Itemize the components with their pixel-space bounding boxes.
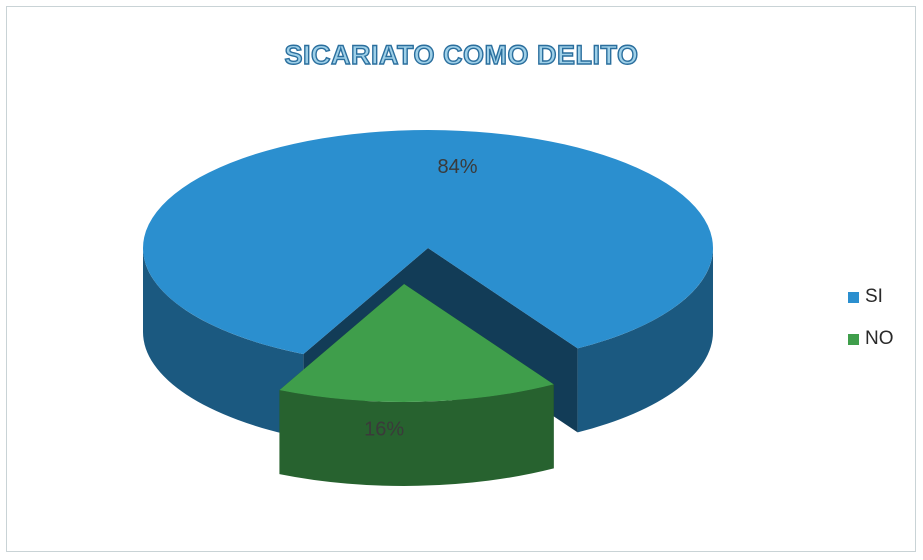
pie-slice-no-top: [279, 283, 554, 402]
data-label-si: 84%: [437, 156, 477, 178]
legend-swatch-si: [848, 291, 859, 303]
pie-slice-si: [143, 129, 714, 439]
legend-label-si: SI: [865, 286, 883, 307]
pie-slices: [279, 283, 554, 486]
legend-swatch-no: [848, 333, 859, 345]
pie-slice-si-side-0: [143, 248, 304, 439]
legend-label-no: NO: [865, 328, 894, 349]
legend: SI NO: [848, 284, 894, 368]
data-label-no: 16%: [364, 418, 404, 440]
pie-slice-si-top: [143, 129, 714, 355]
pie-slice-si-side-1: [577, 248, 713, 433]
legend-item-no: NO: [848, 326, 894, 352]
legend-item-si: SI: [848, 284, 894, 310]
pie-slice-no: [279, 283, 554, 486]
pie-slice-no-side-0: [279, 384, 554, 486]
pie-3d-sides: [143, 129, 714, 439]
pie-data-labels: 84% 16%: [364, 156, 478, 440]
chart-title: SICARIATO COMO DELITO: [284, 39, 639, 70]
